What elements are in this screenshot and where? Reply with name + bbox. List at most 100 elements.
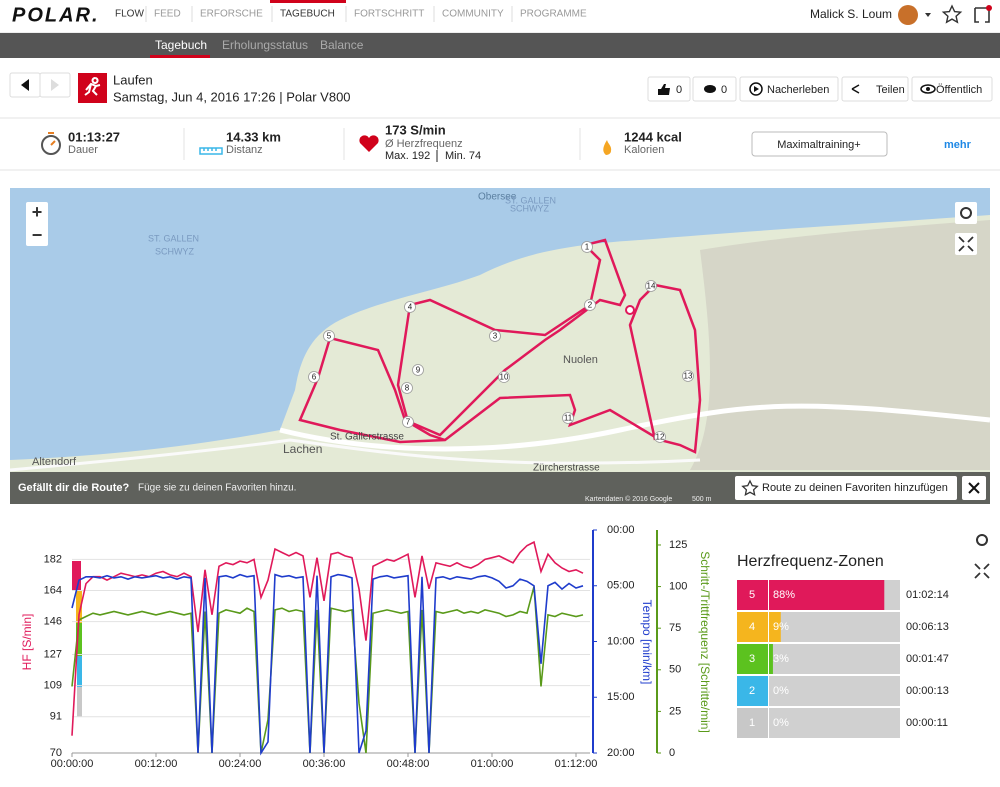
- nav-item[interactable]: FORTSCHRITT: [354, 9, 424, 20]
- distance-icon: [199, 147, 223, 155]
- place-label: Obersee: [478, 192, 517, 203]
- zone-strip: [76, 623, 82, 656]
- action-label: Teilen: [876, 84, 905, 96]
- relive-button[interactable]: [739, 76, 839, 102]
- chart-fullscreen-icon[interactable]: [974, 563, 990, 579]
- km-marker: [498, 371, 510, 383]
- zone-strip: [76, 591, 82, 623]
- zone-strip: [77, 687, 82, 717]
- action-label: Öffentlich: [936, 84, 982, 96]
- zone-percent: 9%: [773, 621, 789, 633]
- inbox-icon[interactable]: [974, 7, 990, 23]
- zone-bar: [769, 612, 781, 642]
- zoom-in[interactable]: +: [32, 202, 43, 222]
- y3-tick-label: 0: [669, 747, 675, 759]
- zone-number: 5: [749, 589, 755, 601]
- series-line: [71, 540, 584, 736]
- km-marker-label: 9: [416, 366, 421, 375]
- duration: 01:13:27: [68, 129, 120, 144]
- km-marker-label: 13: [684, 372, 693, 381]
- nav-item[interactable]: FLOW: [115, 9, 144, 20]
- zoom-control[interactable]: [26, 202, 48, 246]
- locate-button[interactable]: [955, 202, 977, 224]
- zone-percent: 88%: [773, 589, 795, 601]
- heart-icon: [359, 135, 379, 152]
- runner-glyph: [84, 77, 101, 96]
- comment-count: 0: [721, 84, 727, 96]
- training-benefit-button[interactable]: [751, 131, 888, 157]
- heart-rate-label: Ø Herzfrequenz: [385, 138, 463, 150]
- sport-name: Laufen: [113, 72, 153, 87]
- zone-number: 3: [749, 653, 755, 665]
- zone-strip: [77, 656, 82, 687]
- like-count: 0: [676, 84, 682, 96]
- y3-tick-label: 75: [669, 622, 681, 634]
- place-label: Zürcherstrasse: [533, 463, 600, 474]
- avatar[interactable]: [898, 5, 918, 25]
- km-marker-label: 2: [588, 301, 593, 310]
- zone-strip: [72, 561, 81, 591]
- favorites-icon[interactable]: [941, 4, 963, 24]
- zone-percent: 3%: [773, 653, 789, 665]
- flame-icon: [603, 140, 612, 155]
- road: [9, 438, 701, 472]
- sub-nav-item[interactable]: Balance: [320, 38, 364, 52]
- km-marker: [412, 364, 424, 376]
- more-link[interactable]: mehr: [944, 139, 972, 151]
- km-marker-label: 8: [405, 384, 410, 393]
- nav-item[interactable]: FEED: [154, 9, 181, 20]
- like-icon: [658, 84, 670, 95]
- user-name[interactable]: Malick S. Loum: [810, 7, 892, 21]
- favorite-route-label[interactable]: Route zu deinen Favoriten hinzufügen: [762, 482, 948, 494]
- sub-nav-item[interactable]: Tagebuch: [155, 38, 207, 52]
- fullscreen-icon: [958, 236, 974, 252]
- duration-label: Dauer: [68, 144, 98, 156]
- prev-icon: [21, 79, 29, 91]
- zone-number: 2: [749, 685, 755, 697]
- km-marker-label: 7: [406, 418, 411, 427]
- place-label: Altendorf: [32, 456, 77, 468]
- relive-icon: [749, 82, 763, 96]
- x-tick-label: 00:48:00: [387, 758, 430, 770]
- notification-dot: [986, 5, 992, 11]
- zone-track: [769, 644, 900, 674]
- nav-item[interactable]: TAGEBUCH: [280, 9, 335, 20]
- visibility-button[interactable]: [911, 76, 993, 102]
- highway: [279, 403, 991, 452]
- place-label: ST. GALLEN: [148, 233, 199, 243]
- sub-nav-indicator: [150, 55, 210, 58]
- share-button[interactable]: [841, 76, 909, 102]
- route-prompt: Gefällt dir die Route?: [18, 482, 130, 494]
- sub-nav-item[interactable]: Erholungsstatus: [222, 38, 308, 52]
- y-tick-label: 146: [44, 616, 62, 628]
- zone-bar: [769, 644, 773, 674]
- nav-item[interactable]: ERFORSCHE: [200, 9, 263, 20]
- zone-badge: [737, 708, 768, 738]
- km-marker: [584, 299, 596, 311]
- map-scale: 500 m: [692, 496, 712, 503]
- chart-settings-icon[interactable]: [976, 534, 988, 546]
- km-marker-label: 10: [500, 373, 509, 382]
- fullscreen-button[interactable]: [955, 233, 977, 255]
- zone-track: [769, 708, 900, 738]
- zone-badge: [737, 612, 768, 642]
- favorite-route-button[interactable]: [735, 476, 957, 500]
- nav-item[interactable]: PROGRAMME: [520, 9, 587, 20]
- action-label: Nacherleben: [767, 84, 829, 96]
- km-marker: [581, 241, 593, 253]
- user-menu-caret[interactable]: [925, 13, 931, 17]
- nav-item[interactable]: COMMUNITY: [442, 9, 504, 20]
- series-line: [71, 573, 584, 756]
- training-benefit-label[interactable]: Maximaltraining+: [777, 139, 860, 151]
- zoom-out[interactable]: −: [32, 225, 43, 245]
- y-tick-label: 109: [44, 679, 62, 691]
- stopwatch-icon: [41, 135, 61, 155]
- km-marker: [404, 301, 416, 313]
- x-tick-label: 00:36:00: [303, 758, 346, 770]
- route-start: [625, 305, 635, 315]
- km-marker: [323, 330, 335, 342]
- comment-icon: [704, 85, 716, 93]
- km-marker-label: 14: [647, 282, 656, 291]
- sport-icon: [78, 73, 107, 103]
- locate-icon: [960, 207, 972, 219]
